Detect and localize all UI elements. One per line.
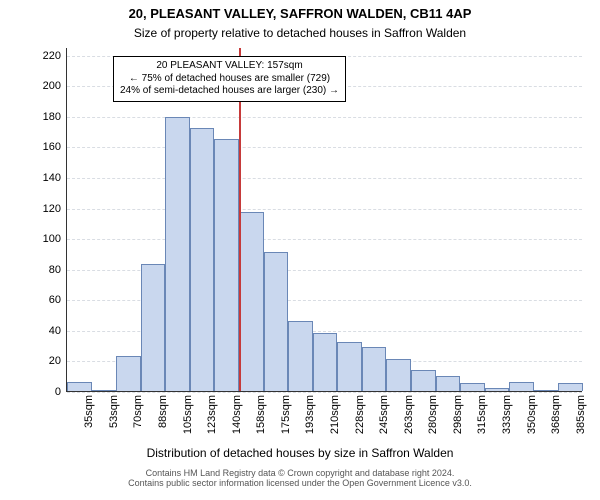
y-tick-label: 220 xyxy=(43,50,67,62)
grid-line xyxy=(67,239,582,240)
histogram-bar xyxy=(436,376,461,391)
chart-subtitle: Size of property relative to detached ho… xyxy=(0,26,600,40)
annotation-line: ← 75% of detached houses are smaller (72… xyxy=(120,73,339,86)
x-tick-label: 385sqm xyxy=(575,395,587,434)
footer-attribution: Contains HM Land Registry data © Crown c… xyxy=(0,468,600,488)
histogram-bar xyxy=(67,382,92,391)
footer-line-1: Contains HM Land Registry data © Crown c… xyxy=(0,468,600,478)
annotation-line: 24% of semi-detached houses are larger (… xyxy=(120,85,339,98)
y-tick-label: 180 xyxy=(43,111,67,123)
x-tick-label: 105sqm xyxy=(182,395,194,434)
y-tick-label: 0 xyxy=(55,386,67,398)
x-tick-label: 140sqm xyxy=(231,395,243,434)
chart-title: 20, PLEASANT VALLEY, SAFFRON WALDEN, CB1… xyxy=(0,6,600,21)
histogram-bar xyxy=(337,342,362,391)
x-tick-label: 280sqm xyxy=(427,395,439,434)
y-tick-label: 40 xyxy=(49,325,67,337)
histogram-bar xyxy=(165,117,190,391)
grid-line xyxy=(67,178,582,179)
annotation-box: 20 PLEASANT VALLEY: 157sqm← 75% of detac… xyxy=(113,56,346,102)
y-tick-label: 80 xyxy=(49,264,67,276)
histogram-bar xyxy=(92,390,117,391)
x-tick-label: 123sqm xyxy=(206,395,218,434)
x-tick-label: 333sqm xyxy=(501,395,513,434)
y-tick-label: 100 xyxy=(43,233,67,245)
x-tick-label: 263sqm xyxy=(403,395,415,434)
x-tick-label: 193sqm xyxy=(304,395,316,434)
histogram-bar xyxy=(288,321,313,391)
grid-line xyxy=(67,209,582,210)
y-tick-label: 20 xyxy=(49,355,67,367)
grid-line xyxy=(67,392,582,393)
x-tick-label: 70sqm xyxy=(132,395,144,428)
histogram-bar xyxy=(534,390,559,391)
y-tick-label: 200 xyxy=(43,80,67,92)
footer-line-2: Contains public sector information licen… xyxy=(0,478,600,488)
histogram-bar xyxy=(386,359,411,391)
chart-container: 20, PLEASANT VALLEY, SAFFRON WALDEN, CB1… xyxy=(0,0,600,500)
x-tick-label: 35sqm xyxy=(83,395,95,428)
x-axis-label: Distribution of detached houses by size … xyxy=(0,446,600,460)
histogram-bar xyxy=(460,383,485,391)
plot-area: 02040608010012014016018020022035sqm53sqm… xyxy=(66,48,582,392)
y-tick-label: 60 xyxy=(49,294,67,306)
x-tick-label: 350sqm xyxy=(526,395,538,434)
x-tick-label: 210sqm xyxy=(329,395,341,434)
x-tick-label: 368sqm xyxy=(550,395,562,434)
y-tick-label: 140 xyxy=(43,172,67,184)
histogram-bar xyxy=(313,333,338,391)
y-tick-label: 120 xyxy=(43,203,67,215)
histogram-bar xyxy=(485,388,510,391)
x-tick-label: 175sqm xyxy=(280,395,292,434)
histogram-bar xyxy=(509,382,534,391)
histogram-bar xyxy=(411,370,436,391)
histogram-bar xyxy=(214,139,239,391)
histogram-bar xyxy=(239,212,264,391)
x-tick-label: 158sqm xyxy=(255,395,267,434)
y-tick-label: 160 xyxy=(43,141,67,153)
x-tick-label: 88sqm xyxy=(157,395,169,428)
histogram-bar xyxy=(190,128,215,391)
histogram-bar xyxy=(362,347,387,391)
histogram-bar xyxy=(264,252,289,391)
grid-line xyxy=(67,147,582,148)
histogram-bar xyxy=(141,264,166,391)
histogram-bar xyxy=(558,383,583,391)
x-tick-label: 53sqm xyxy=(108,395,120,428)
annotation-line: 20 PLEASANT VALLEY: 157sqm xyxy=(120,60,339,73)
x-tick-label: 245sqm xyxy=(378,395,390,434)
x-tick-label: 298sqm xyxy=(452,395,464,434)
grid-line xyxy=(67,117,582,118)
x-tick-label: 228sqm xyxy=(354,395,366,434)
histogram-bar xyxy=(116,356,141,391)
x-tick-label: 315sqm xyxy=(476,395,488,434)
